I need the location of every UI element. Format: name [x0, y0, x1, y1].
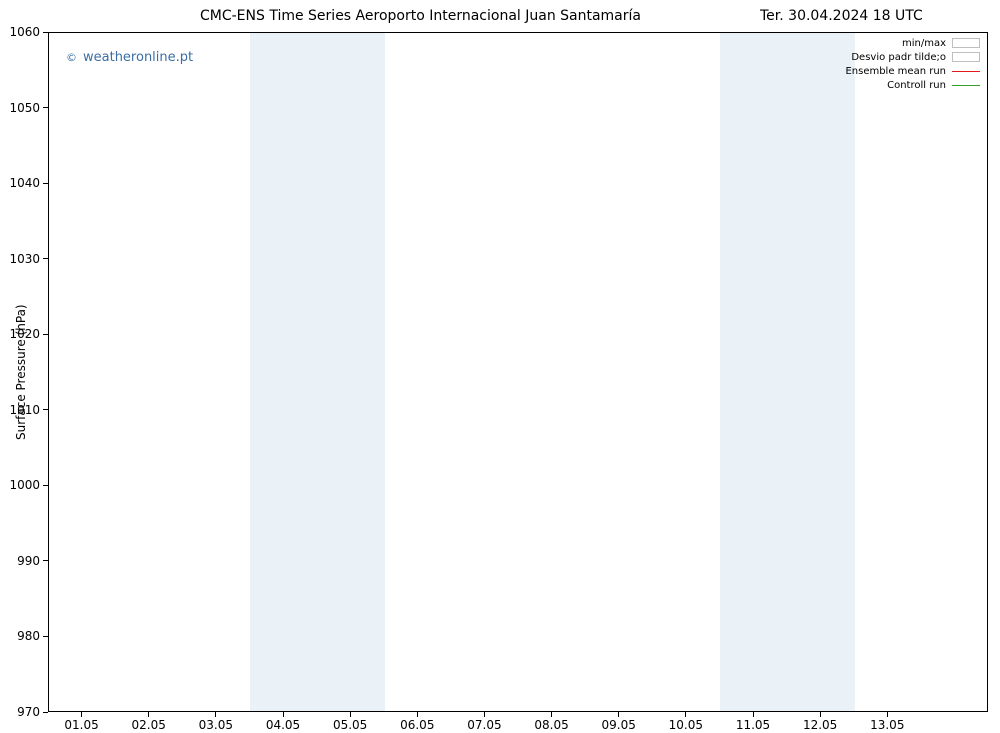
x-tick-label: 10.05: [669, 718, 703, 732]
x-tick-label: 03.05: [199, 718, 233, 732]
x-tick: [685, 712, 686, 717]
legend-label: Controll run: [887, 80, 946, 91]
x-tick-label: 04.05: [266, 718, 300, 732]
y-tick: [43, 183, 48, 184]
chart-title-right: Ter. 30.04.2024 18 UTC: [760, 8, 923, 24]
legend-label: Desvio padr tilde;o: [851, 52, 946, 63]
legend-row: Desvio padr tilde;o: [845, 50, 980, 64]
x-tick-label: 12.05: [803, 718, 837, 732]
y-tick-label: 990: [0, 554, 40, 568]
copyright-icon: ©: [66, 51, 77, 64]
y-tick: [43, 560, 48, 561]
y-tick-label: 1010: [0, 403, 40, 417]
chart-legend: min/max Desvio padr tilde;o Ensemble mean …: [845, 36, 980, 92]
y-tick-label: 1050: [0, 101, 40, 115]
x-tick: [283, 712, 284, 717]
x-tick-label: 13.05: [870, 718, 904, 732]
x-tick: [484, 712, 485, 717]
y-tick-label: 980: [0, 629, 40, 643]
y-tick-label: 1020: [0, 327, 40, 341]
x-tick: [81, 712, 82, 717]
y-tick: [43, 485, 48, 486]
weekend-shade: [720, 33, 854, 711]
legend-swatch: [952, 38, 980, 48]
y-tick: [43, 258, 48, 259]
x-tick: [350, 712, 351, 717]
plot-area: [48, 32, 988, 712]
x-tick-label: 06.05: [400, 718, 434, 732]
legend-label: Ensemble mean run: [845, 66, 946, 77]
chart-title-left: CMC-ENS Time Series Aeroporto Internacio…: [200, 8, 641, 24]
y-tick-label: 1000: [0, 478, 40, 492]
x-tick: [820, 712, 821, 717]
legend-row: min/max: [845, 36, 980, 50]
watermark-text: weatheronline.pt: [83, 50, 193, 65]
x-tick-label: 08.05: [534, 718, 568, 732]
y-tick: [43, 32, 48, 33]
y-tick-label: 1040: [0, 176, 40, 190]
x-tick-label: 11.05: [736, 718, 770, 732]
y-tick-label: 1030: [0, 252, 40, 266]
x-tick: [215, 712, 216, 717]
x-tick-label: 07.05: [467, 718, 501, 732]
x-tick: [887, 712, 888, 717]
legend-swatch: [952, 52, 980, 62]
y-tick: [43, 409, 48, 410]
x-tick: [753, 712, 754, 717]
legend-swatch: [952, 66, 980, 76]
y-tick: [43, 636, 48, 637]
y-axis-label: Surface Pressure (hPa): [14, 304, 28, 440]
y-tick-label: 970: [0, 705, 40, 719]
legend-row: Controll run: [845, 78, 980, 92]
x-tick-label: 09.05: [602, 718, 636, 732]
x-tick: [618, 712, 619, 717]
x-tick: [551, 712, 552, 717]
y-tick: [43, 334, 48, 335]
pressure-timeseries-chart: CMC-ENS Time Series Aeroporto Internacio…: [0, 0, 1000, 733]
y-tick: [43, 712, 48, 713]
y-tick-label: 1060: [0, 25, 40, 39]
x-tick: [417, 712, 418, 717]
x-tick-label: 02.05: [132, 718, 166, 732]
weekend-shade: [250, 33, 384, 711]
legend-row: Ensemble mean run: [845, 64, 980, 78]
x-tick-label: 05.05: [333, 718, 367, 732]
x-tick-label: 01.05: [64, 718, 98, 732]
y-tick: [43, 107, 48, 108]
watermark: © weatheronline.pt: [66, 50, 193, 65]
legend-label: min/max: [902, 38, 946, 49]
x-tick: [148, 712, 149, 717]
legend-swatch: [952, 80, 980, 90]
